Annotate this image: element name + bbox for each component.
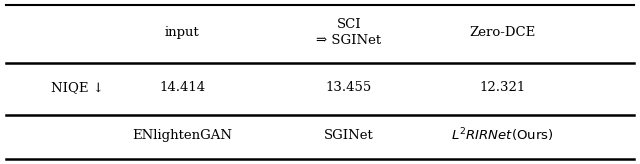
Text: NIQE ↓: NIQE ↓ xyxy=(51,81,104,94)
Text: 13.455: 13.455 xyxy=(326,81,372,94)
Text: $L^2\mathit{RIRNet}$$\mathrm{(Ours)}$: $L^2\mathit{RIRNet}$$\mathrm{(Ours)}$ xyxy=(451,126,554,144)
Text: input: input xyxy=(165,26,200,39)
Text: 12.321: 12.321 xyxy=(479,81,525,94)
Text: ENlightenGAN: ENlightenGAN xyxy=(132,129,232,142)
Text: Zero-DCE: Zero-DCE xyxy=(469,26,536,39)
Text: SCI
⇒ SGINet: SCI ⇒ SGINet xyxy=(316,18,381,47)
Text: 14.414: 14.414 xyxy=(159,81,205,94)
Text: SGINet: SGINet xyxy=(324,129,374,142)
